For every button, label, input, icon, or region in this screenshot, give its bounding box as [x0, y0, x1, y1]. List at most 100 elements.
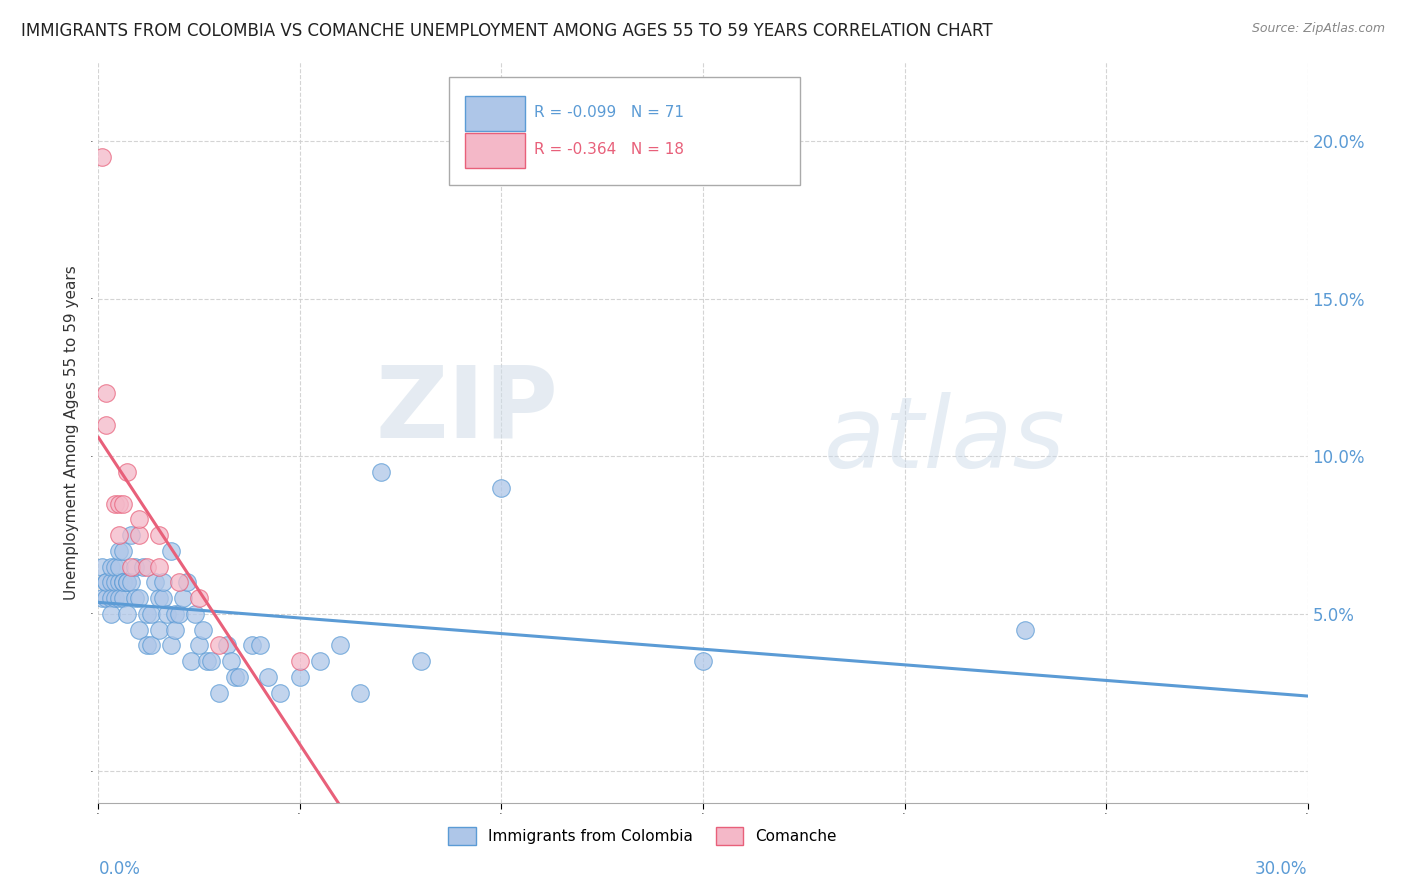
Point [111, 575, 134, 590]
Point [96, 591, 118, 605]
Point [103, 575, 125, 590]
Point [91, 150, 114, 164]
Point [217, 638, 239, 652]
Point [329, 638, 352, 652]
Point [100, 607, 122, 621]
Point [115, 575, 138, 590]
Text: 0.0%: 0.0% [98, 860, 141, 878]
Point [491, 481, 513, 495]
Point [148, 559, 170, 574]
Point [135, 638, 157, 652]
Point [107, 528, 129, 542]
Point [107, 591, 129, 605]
Point [309, 654, 332, 668]
Point [184, 607, 207, 621]
Point [208, 638, 231, 652]
Point [228, 670, 250, 684]
Point [152, 591, 174, 605]
Point [107, 543, 129, 558]
Point [200, 654, 222, 668]
Point [107, 575, 129, 590]
Point [96, 575, 118, 590]
Point [128, 623, 150, 637]
FancyBboxPatch shape [449, 78, 800, 185]
Text: ZIP: ZIP [375, 362, 558, 458]
Point [163, 607, 186, 621]
Text: R = -0.099   N = 71: R = -0.099 N = 71 [534, 105, 683, 120]
Point [349, 685, 371, 699]
Point [148, 528, 170, 542]
Point [111, 496, 134, 510]
Point [160, 543, 183, 558]
Point [96, 386, 118, 401]
Point [139, 607, 162, 621]
Point [224, 670, 246, 684]
Point [111, 543, 134, 558]
Point [188, 638, 211, 652]
Point [139, 638, 162, 652]
FancyBboxPatch shape [465, 133, 526, 169]
Point [143, 575, 166, 590]
Point [167, 607, 190, 621]
Point [124, 591, 146, 605]
Point [160, 638, 183, 652]
Point [156, 607, 179, 621]
Point [288, 654, 311, 668]
Point [111, 591, 134, 605]
Point [100, 559, 122, 574]
FancyBboxPatch shape [465, 95, 526, 131]
Text: IMMIGRANTS FROM COLOMBIA VS COMANCHE UNEMPLOYMENT AMONG AGES 55 TO 59 YEARS CORR: IMMIGRANTS FROM COLOMBIA VS COMANCHE UNE… [21, 22, 993, 40]
Point [152, 575, 174, 590]
Point [409, 654, 432, 668]
Point [111, 575, 134, 590]
Point [193, 623, 215, 637]
Point [370, 465, 392, 479]
Point [167, 575, 190, 590]
Point [195, 654, 218, 668]
Point [128, 512, 150, 526]
Point [288, 670, 311, 684]
Point [120, 575, 142, 590]
Point [249, 638, 271, 652]
Text: Source: ZipAtlas.com: Source: ZipAtlas.com [1251, 22, 1385, 36]
Point [180, 654, 202, 668]
Point [163, 623, 186, 637]
Point [128, 591, 150, 605]
Point [240, 638, 263, 652]
Point [107, 559, 129, 574]
Point [1014, 623, 1036, 637]
Text: 30.0%: 30.0% [1256, 860, 1308, 878]
Point [172, 591, 194, 605]
Point [135, 559, 157, 574]
Point [115, 465, 138, 479]
Point [135, 607, 157, 621]
Point [148, 623, 170, 637]
Point [103, 591, 125, 605]
Point [256, 670, 278, 684]
Point [176, 575, 198, 590]
Legend: Immigrants from Colombia, Comanche: Immigrants from Colombia, Comanche [441, 821, 844, 851]
Point [128, 528, 150, 542]
Point [692, 654, 714, 668]
Point [96, 417, 118, 432]
Text: R = -0.364   N = 18: R = -0.364 N = 18 [534, 143, 683, 157]
Text: atlas: atlas [824, 392, 1066, 489]
Point [269, 685, 291, 699]
Point [221, 654, 243, 668]
Point [120, 528, 142, 542]
Point [91, 559, 114, 574]
Point [132, 559, 155, 574]
Point [208, 685, 231, 699]
Point [188, 591, 211, 605]
Point [115, 575, 138, 590]
Point [148, 591, 170, 605]
Point [120, 559, 142, 574]
Point [100, 591, 122, 605]
Point [115, 607, 138, 621]
Point [96, 575, 118, 590]
Point [124, 559, 146, 574]
Point [91, 591, 114, 605]
Point [100, 575, 122, 590]
Point [107, 496, 129, 510]
Point [103, 496, 125, 510]
